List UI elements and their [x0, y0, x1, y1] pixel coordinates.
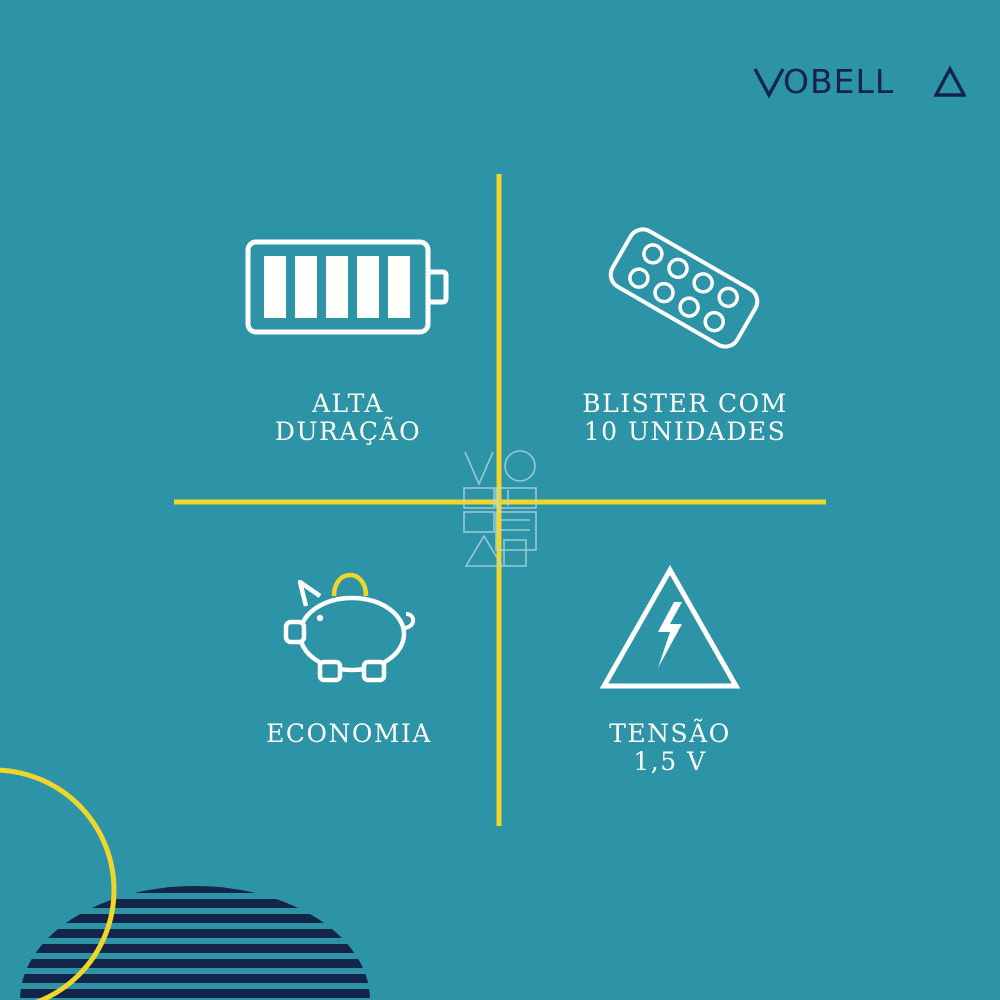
feature-label-economia: ECONOMIA: [266, 719, 432, 748]
watermark-monogram: [463, 450, 537, 567]
vobella-logo: OBELL: [752, 62, 966, 102]
yellow-arc-decor: [0, 767, 117, 1000]
piggy-bank-icon: [283, 572, 416, 683]
feature-label-alta-duracao: ALTA DURAÇÃO: [274, 389, 422, 446]
battery-icon: [245, 239, 449, 335]
logo-wordmark: OBELL: [783, 62, 895, 101]
blister-pack-icon: [608, 227, 760, 349]
feature-label-blister: BLISTER COM 10 UNIDADES: [582, 389, 788, 446]
feature-label-tensao: TENSÃO 1,5 V: [609, 719, 731, 776]
striped-semicircle-decor: [20, 886, 370, 998]
high-voltage-warning-icon: [599, 564, 741, 689]
